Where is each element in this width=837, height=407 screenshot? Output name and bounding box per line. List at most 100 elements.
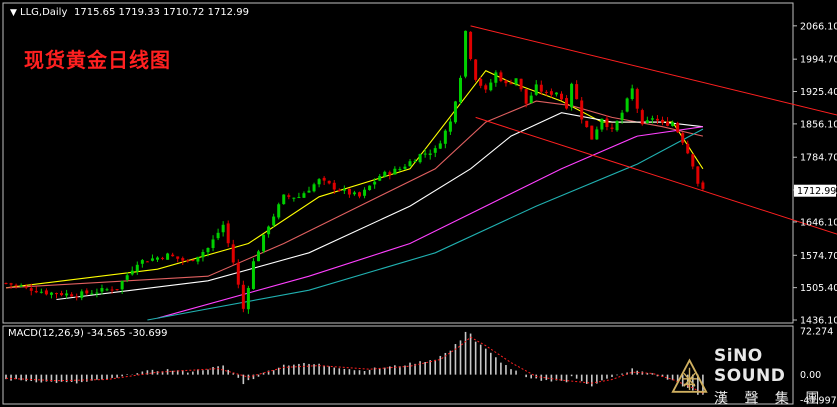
candle-body <box>307 190 311 193</box>
candle-body <box>317 179 321 185</box>
logo-emblem-icon <box>671 358 708 393</box>
candle-body <box>383 171 387 177</box>
candle-body <box>241 284 245 309</box>
candle-body <box>529 95 533 104</box>
candle-body <box>292 197 296 199</box>
moving-average-line <box>157 126 703 319</box>
candle-body <box>176 256 180 259</box>
candle-body <box>565 98 569 109</box>
candle-body <box>398 168 402 170</box>
candle-body <box>95 292 99 294</box>
candle-body <box>181 258 185 261</box>
candle-body <box>34 290 38 293</box>
macd-axis: 72.274 0.00 -41.997 <box>800 327 837 407</box>
trend-channel <box>470 25 837 235</box>
candle-body <box>474 59 478 80</box>
price-tick-label: 1925.40 <box>800 87 837 98</box>
candle-body <box>90 293 94 295</box>
candle-body <box>75 296 79 298</box>
candle-body <box>580 100 584 120</box>
price-tick-label: 1994.70 <box>800 55 837 66</box>
candle-body <box>605 118 609 128</box>
candle-body <box>80 291 84 298</box>
candle-body <box>171 254 175 257</box>
macd-tick-label: 0.00 <box>800 370 821 381</box>
price-tick-label: 1856.10 <box>800 119 837 130</box>
candle-body <box>575 84 579 100</box>
macd-panel-frame <box>2 325 794 405</box>
candle-body <box>524 89 528 104</box>
candle-body <box>469 31 473 60</box>
price-tick-label: 2066.10 <box>800 21 837 32</box>
candle-body <box>393 168 397 175</box>
ohlc-readout: 1715.65 1719.33 1710.72 1712.99 <box>74 7 249 18</box>
candle-body <box>282 194 286 205</box>
price-tick-label: 1784.70 <box>800 153 837 164</box>
candle-body <box>216 232 220 239</box>
candle-body <box>352 192 356 195</box>
candle-body <box>342 189 346 191</box>
candle-body <box>388 172 392 175</box>
price-tick-label: 1505.40 <box>800 283 837 294</box>
candle-body <box>499 72 503 82</box>
moving-average-line <box>5 70 704 289</box>
candle-body <box>49 292 53 295</box>
candle-body <box>14 284 18 286</box>
candle-body <box>65 293 69 296</box>
candle-body <box>504 80 508 84</box>
candle-body <box>302 193 306 198</box>
candle-body <box>534 84 538 95</box>
moving-average-line <box>56 112 703 301</box>
candle-body <box>428 153 432 155</box>
candle-body <box>166 253 170 260</box>
channel-lower-line <box>475 116 837 235</box>
candle-body <box>423 153 427 155</box>
candle-body <box>125 275 129 280</box>
candle-body <box>211 239 215 248</box>
candle-body <box>44 290 48 295</box>
candle-body <box>666 121 670 126</box>
macd-header: MACD(12,26,9) -34.565 -30.699 <box>8 328 168 339</box>
candle-body <box>135 264 139 272</box>
candle-body <box>373 181 377 185</box>
collapse-arrow-icon[interactable]: ▼ <box>10 8 17 18</box>
candle-body <box>544 91 548 93</box>
candle-body <box>4 282 8 284</box>
candle-body <box>257 251 260 262</box>
candle-body <box>519 78 523 90</box>
candle-body <box>267 226 271 235</box>
candle-body <box>686 143 690 154</box>
channel-upper-line <box>470 25 837 116</box>
candle-body <box>378 176 382 181</box>
candle-body <box>494 72 498 83</box>
candle-body <box>231 244 235 263</box>
candle-body <box>509 83 513 85</box>
price-tick-label: 1436.10 <box>800 316 837 327</box>
candle-body <box>590 125 594 140</box>
macd-signal-path <box>5 336 704 394</box>
candle-body <box>676 122 680 133</box>
candle-body <box>277 204 281 218</box>
candle-body <box>650 118 654 120</box>
candle-body <box>156 257 159 260</box>
candle-body <box>438 143 442 149</box>
brand-name-cn: 漢 聲 集 團 <box>714 391 826 407</box>
candle-body <box>691 154 695 167</box>
candle-body <box>70 294 74 297</box>
candle-body <box>560 93 563 100</box>
candle-body <box>312 184 316 192</box>
candle-body <box>479 78 483 86</box>
candle-body <box>221 224 225 233</box>
candle-body <box>358 192 361 197</box>
price-tick-label: 1574.70 <box>800 251 837 262</box>
candle-body <box>484 85 488 90</box>
moving-average-line <box>147 128 704 321</box>
current-price-value: 1712.99 <box>797 186 836 197</box>
candle-body <box>262 234 266 252</box>
candle-body <box>408 161 412 167</box>
macd-tick-label: -41.997 <box>800 396 837 407</box>
candle-body <box>120 280 124 290</box>
candle-body <box>600 118 604 130</box>
candle-body <box>625 98 629 112</box>
candle-body <box>246 288 250 310</box>
